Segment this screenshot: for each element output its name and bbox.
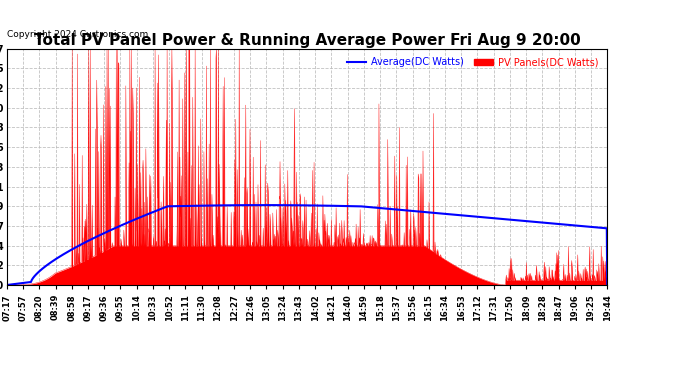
- Text: Copyright 2024 Curtronics.com: Copyright 2024 Curtronics.com: [7, 30, 148, 39]
- Title: Total PV Panel Power & Running Average Power Fri Aug 9 20:00: Total PV Panel Power & Running Average P…: [34, 33, 580, 48]
- Legend: Average(DC Watts), PV Panels(DC Watts): Average(DC Watts), PV Panels(DC Watts): [343, 54, 602, 71]
